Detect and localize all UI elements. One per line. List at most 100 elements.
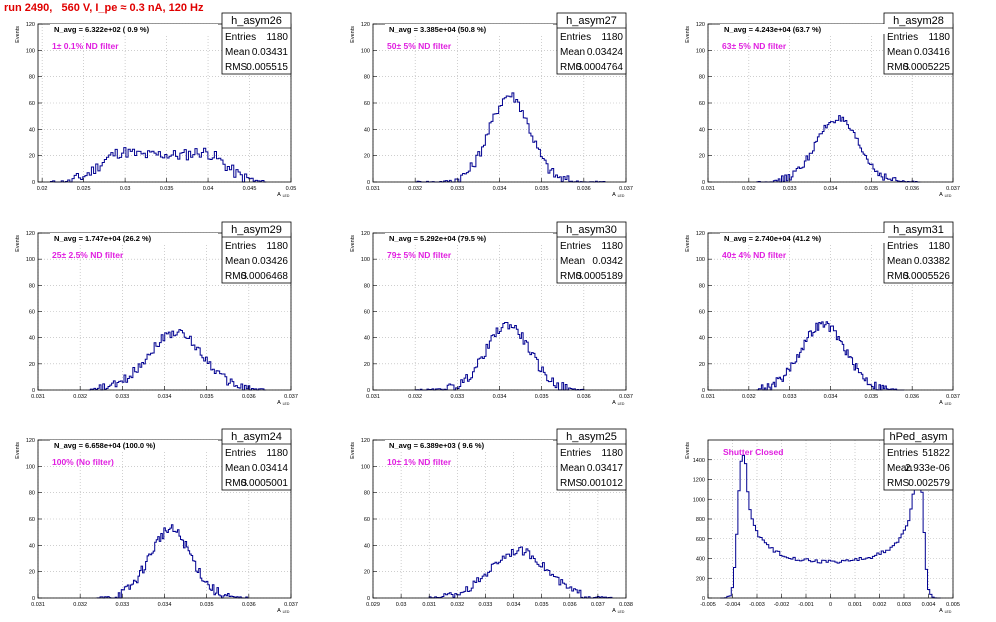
stats-entries-label: Entries bbox=[560, 241, 591, 252]
filter-annotation: 100% (No filter) bbox=[52, 457, 114, 467]
x-tick-label: 0.003 bbox=[897, 602, 911, 608]
stats-box bbox=[883, 428, 954, 491]
stats-rms-label: RMS bbox=[887, 478, 910, 489]
histogram-title: h_asym25 bbox=[566, 431, 617, 443]
stats-rms-value: 0.0005189 bbox=[576, 271, 624, 282]
navg-box bbox=[720, 24, 888, 34]
x-tick-label: -0.001 bbox=[798, 602, 814, 608]
stats-entries-label: Entries bbox=[560, 448, 591, 459]
histogram-title: h_asym27 bbox=[566, 15, 617, 27]
stats-mean-label: Mean bbox=[887, 463, 912, 474]
x-axis-label: A bbox=[612, 400, 616, 406]
stats-rms-value: 0.001012 bbox=[581, 478, 623, 489]
x-tick-label: 0.033 bbox=[115, 394, 129, 400]
x-tick-label: 0.035 bbox=[535, 394, 549, 400]
histogram-title: h_asym24 bbox=[231, 431, 282, 443]
y-tick-label: 40 bbox=[699, 127, 705, 133]
y-tick-label: 20 bbox=[364, 570, 370, 576]
x-tick-label: 0.033 bbox=[115, 602, 129, 608]
y-tick-label: 40 bbox=[29, 543, 35, 549]
y-tick-label: 80 bbox=[29, 283, 35, 289]
stats-rms-label: RMS bbox=[225, 478, 248, 489]
stats-mean-value: 0.03426 bbox=[252, 256, 289, 267]
x-tick-label: 0.031 bbox=[31, 602, 45, 608]
x-tick-label: 0.035 bbox=[864, 394, 878, 400]
y-tick-label: 100 bbox=[696, 257, 705, 263]
y-tick-label: 100 bbox=[361, 257, 370, 263]
x-tick-label: 0.037 bbox=[284, 602, 298, 608]
y-tick-label: 100 bbox=[361, 464, 370, 470]
navg-box bbox=[50, 24, 218, 34]
x-tick-label: 0.035 bbox=[200, 602, 214, 608]
filter-annotation: 40± 4% ND filter bbox=[722, 250, 787, 260]
x-tick-label: 0.02 bbox=[37, 186, 48, 192]
x-axis-label-subscript: LED bbox=[618, 194, 625, 198]
y-tick-label: 60 bbox=[29, 517, 35, 523]
x-tick-label: 0.032 bbox=[408, 394, 422, 400]
x-tick-label: 0.025 bbox=[77, 186, 91, 192]
x-tick-label: 0.034 bbox=[493, 394, 507, 400]
x-tick-label: -0.003 bbox=[749, 602, 765, 608]
y-axis-label: Events bbox=[15, 442, 21, 459]
stats-box bbox=[221, 221, 292, 284]
navg-text: N_avg = 2.740e+04 (41.2 %) bbox=[724, 234, 822, 243]
x-tick-label: -0.004 bbox=[725, 602, 741, 608]
x-tick-label: 0.034 bbox=[507, 602, 521, 608]
x-tick-label: 0.031 bbox=[366, 186, 380, 192]
histogram-panel-h_asym24: 0.031 0.032 0.033 0.034 0.035 0.036 0.037 0 20 40… bbox=[15, 428, 298, 614]
stats-mean-value: 0.0342 bbox=[592, 256, 623, 267]
y-tick-label: 120 bbox=[26, 438, 35, 444]
x-tick-label: 0.031 bbox=[31, 394, 45, 400]
y-axis-label: Events bbox=[685, 26, 691, 43]
y-axis-label: Events bbox=[350, 235, 356, 252]
y-tick-label: 80 bbox=[364, 283, 370, 289]
x-tick-label: 0.004 bbox=[922, 602, 936, 608]
stats-entries-label: Entries bbox=[225, 32, 256, 43]
x-tick-label: 0.035 bbox=[200, 394, 214, 400]
x-axis-label-subscript: LED bbox=[618, 402, 625, 406]
stats-rms-label: RMS bbox=[560, 62, 583, 73]
y-tick-label: 0 bbox=[32, 388, 35, 394]
y-tick-label: 100 bbox=[26, 48, 35, 54]
stats-entries-value: 51822 bbox=[922, 448, 950, 459]
x-tick-label: 0.036 bbox=[905, 394, 919, 400]
x-axis-label-subscript: LED bbox=[945, 402, 952, 406]
x-tick-label: 0.034 bbox=[158, 602, 172, 608]
histogram-panel-hPed_asym: -0.005 -0.004 -0.003 -0.002 -0.001 0 0.001 0.00… bbox=[685, 428, 960, 614]
stats-rms-label: RMS bbox=[225, 62, 248, 73]
histogram-panel-h_asym30: 0.031 0.032 0.033 0.034 0.035 0.036 0.037 0 20 40… bbox=[350, 221, 633, 406]
y-tick-label: 120 bbox=[696, 22, 705, 28]
stats-rms-label: RMS bbox=[887, 271, 910, 282]
filter-annotation: 25± 2.5% ND filter bbox=[52, 250, 124, 260]
x-tick-label: 0.037 bbox=[619, 394, 633, 400]
y-tick-label: 40 bbox=[364, 127, 370, 133]
stats-box bbox=[221, 12, 292, 75]
x-axis-label-subscript: LED bbox=[945, 194, 952, 198]
y-tick-label: 40 bbox=[364, 543, 370, 549]
stats-rms-label: RMS bbox=[560, 478, 583, 489]
histogram-line-h_asym29 bbox=[88, 329, 266, 391]
x-tick-label: 0.031 bbox=[422, 602, 436, 608]
histogram-title: h_asym31 bbox=[893, 224, 944, 236]
y-tick-label: 80 bbox=[699, 75, 705, 81]
y-tick-label: 20 bbox=[29, 570, 35, 576]
y-tick-label: 40 bbox=[29, 336, 35, 342]
x-tick-label: 0.031 bbox=[701, 394, 715, 400]
stats-rms-value: 0.005515 bbox=[246, 62, 288, 73]
stats-box bbox=[556, 428, 627, 491]
x-tick-label: 0.033 bbox=[783, 394, 797, 400]
x-axis-label: A bbox=[277, 192, 281, 198]
histogram-line-hPed_asym bbox=[720, 453, 941, 599]
stats-entries-label: Entries bbox=[887, 32, 918, 43]
navg-text: N_avg = 3.385e+04 (50.8 %) bbox=[389, 25, 487, 34]
x-tick-label: 0.034 bbox=[824, 186, 838, 192]
x-axis-label-subscript: LED bbox=[945, 610, 952, 614]
y-tick-label: 80 bbox=[29, 75, 35, 81]
y-tick-label: 0 bbox=[702, 596, 705, 602]
stats-entries-value: 1180 bbox=[928, 32, 950, 43]
y-axis-label: Events bbox=[685, 442, 691, 459]
y-tick-label: 20 bbox=[29, 362, 35, 368]
y-tick-label: 20 bbox=[364, 362, 370, 368]
x-tick-label: 0.032 bbox=[742, 394, 756, 400]
x-tick-label: 0.035 bbox=[535, 602, 549, 608]
